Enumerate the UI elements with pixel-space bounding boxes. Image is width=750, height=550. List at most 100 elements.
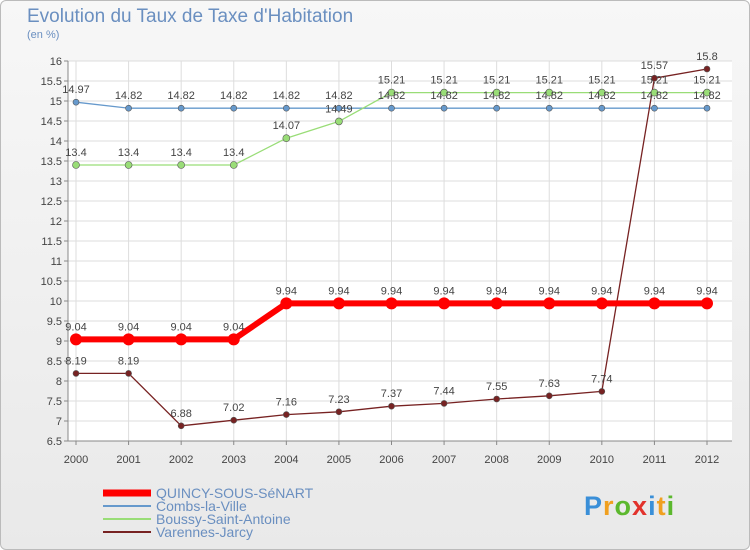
series-point-3 — [283, 411, 290, 418]
series-point-2 — [703, 88, 711, 97]
x-tick-label: 2006 — [379, 454, 403, 466]
data-label-2: 14.49 — [325, 103, 353, 115]
x-tick-label: 2008 — [484, 454, 508, 466]
y-tick-label: 13.5 — [41, 156, 62, 168]
series-point-3 — [72, 370, 80, 377]
data-label-0: 9.04 — [118, 321, 139, 333]
data-label-3: 7.16 — [276, 397, 297, 409]
logo-letter: x — [632, 491, 649, 521]
series-point-1 — [440, 104, 448, 112]
data-label-0: 9.94 — [539, 285, 560, 297]
series-point-1 — [651, 104, 658, 112]
series-point-0 — [543, 297, 556, 310]
series-point-2 — [650, 88, 659, 97]
series-point-1 — [230, 104, 238, 112]
y-tick-label: 11.5 — [41, 236, 62, 248]
data-label-2: 14.07 — [273, 120, 301, 132]
legend-label-2: Boussy-Saint-Antoine — [156, 511, 291, 527]
data-label-2: 15.21 — [483, 75, 511, 87]
series-point-0 — [122, 333, 135, 346]
series-point-0 — [701, 297, 713, 310]
y-tick-label: 12 — [50, 216, 62, 228]
y-tick-label: 11 — [51, 256, 62, 268]
data-label-1: 14.82 — [273, 90, 301, 102]
series-point-3 — [440, 400, 448, 407]
series-point-3 — [125, 370, 132, 377]
data-label-0: 9.94 — [696, 285, 717, 297]
y-tick-label: 9 — [56, 336, 62, 348]
data-label-2: 15.21 — [693, 75, 721, 87]
series-point-2 — [177, 161, 185, 169]
series-point-0 — [175, 333, 188, 346]
series-point-1 — [72, 98, 80, 106]
data-label-3: 15.8 — [696, 51, 717, 63]
series-point-2 — [440, 88, 448, 97]
series-point-2 — [598, 88, 606, 97]
data-label-3: 7.44 — [433, 385, 454, 397]
series-point-3 — [545, 392, 553, 400]
series-point-1 — [598, 104, 606, 112]
series-point-0 — [332, 297, 345, 310]
series-point-0 — [227, 333, 240, 346]
y-tick-label: 10 — [50, 296, 62, 308]
logo-letter: t — [656, 491, 667, 521]
series-point-2 — [492, 88, 501, 97]
data-label-2: 15.21 — [641, 75, 669, 87]
series-point-2 — [387, 88, 396, 97]
series-point-0 — [70, 333, 82, 346]
data-label-3: 7.55 — [486, 381, 507, 393]
x-tick-label: 2001 — [116, 454, 140, 466]
logo-letter: r — [603, 491, 615, 521]
proxiti-logo: Proxiti — [584, 491, 675, 522]
series-point-0 — [280, 297, 293, 310]
data-label-3: 7.23 — [328, 394, 349, 406]
x-tick-label: 2011 — [643, 454, 667, 466]
series-point-1 — [125, 104, 132, 112]
data-label-2: 13.4 — [223, 147, 244, 159]
data-label-1: 14.82 — [693, 90, 721, 102]
data-label-3: 7.37 — [381, 388, 402, 400]
data-label-2: 13.4 — [170, 147, 191, 159]
data-label-3: 7.63 — [539, 378, 560, 390]
data-label-3: 15.57 — [641, 60, 669, 72]
x-tick-label: 2012 — [695, 454, 719, 466]
y-tick-label: 14 — [50, 136, 62, 148]
series-point-3 — [598, 388, 606, 395]
series-point-0 — [648, 297, 661, 310]
series-point-1 — [703, 104, 711, 112]
y-tick-label: 10.5 — [41, 276, 62, 288]
series-point-0 — [385, 297, 398, 310]
data-label-0: 9.94 — [276, 285, 297, 297]
x-tick-label: 2000 — [64, 454, 88, 466]
data-label-1: 14.82 — [378, 90, 406, 102]
x-tick-label: 2005 — [327, 454, 351, 466]
legend-label-3: Varennes-Jarcy — [156, 524, 253, 540]
y-axis-unit-label: (en %) — [27, 29, 60, 41]
series-point-3 — [388, 402, 395, 410]
series-point-3 — [703, 65, 711, 73]
data-label-3: 8.19 — [65, 355, 86, 367]
data-label-2: 15.21 — [378, 75, 406, 87]
data-label-1: 14.82 — [115, 90, 143, 102]
data-label-3: 7.74 — [591, 373, 612, 385]
plot-area — [68, 61, 732, 441]
logo-letter: o — [614, 491, 633, 521]
series-point-2 — [282, 134, 291, 142]
data-label-1: 14.82 — [220, 90, 248, 102]
series-point-1 — [335, 104, 343, 112]
data-label-2: 13.4 — [65, 147, 86, 159]
series-point-3 — [230, 416, 238, 424]
data-label-2: 15.21 — [588, 75, 616, 87]
y-tick-label: 7 — [56, 416, 62, 428]
series-point-3 — [177, 422, 185, 430]
y-tick-label: 15 — [50, 96, 62, 108]
data-label-1: 14.82 — [483, 90, 511, 102]
logo-letter: i — [666, 491, 676, 521]
y-tick-label: 16 — [50, 56, 62, 68]
series-point-0 — [595, 297, 608, 310]
series-point-2 — [545, 88, 554, 97]
data-label-3: 8.19 — [118, 355, 139, 367]
series-point-0 — [490, 297, 503, 310]
y-tick-label: 14.5 — [41, 116, 62, 128]
